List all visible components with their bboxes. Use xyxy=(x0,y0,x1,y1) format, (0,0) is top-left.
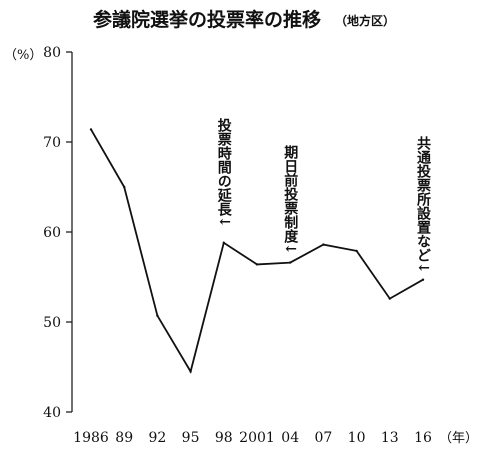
annotation-label: 投票時間の延長↓ xyxy=(216,118,233,228)
x-tick-label: 92 xyxy=(148,430,166,446)
y-tick-label: 80 xyxy=(43,45,61,61)
data-point xyxy=(255,263,259,266)
x-axis-ticks: 1986 89 92 95 98 2001 04 07 10 13 16 xyxy=(73,430,432,446)
data-point xyxy=(222,241,225,244)
x-tick-label: 16 xyxy=(414,430,432,446)
y-tick-label: 60 xyxy=(43,225,61,241)
annotations: 投票時間の延長↓ 期日前投票制度↓ 共通投票所設置など↓ xyxy=(216,118,431,274)
x-tick-label: 07 xyxy=(314,430,332,446)
data-point xyxy=(355,249,358,253)
data-point xyxy=(123,185,126,189)
chart-subtitle: （地方区） xyxy=(335,13,395,28)
y-tick-label: 50 xyxy=(43,315,61,331)
annotation-label: 共通投票所設置など↓ xyxy=(415,135,431,273)
series-line-group xyxy=(89,128,425,374)
y-axis-ticks: 40 50 60 70 80 xyxy=(43,45,72,421)
x-tick-label: 2001 xyxy=(239,430,275,446)
data-point xyxy=(421,278,425,281)
data-point xyxy=(289,261,292,264)
x-tick-label: 13 xyxy=(381,430,399,446)
x-tick-label: 04 xyxy=(281,430,299,446)
y-tick-label: 40 xyxy=(43,405,61,421)
data-point xyxy=(189,370,192,373)
y-tick-label: 70 xyxy=(43,135,61,151)
annotation-label: 期日前投票制度↓ xyxy=(282,145,298,255)
series-line xyxy=(90,128,424,374)
x-tick-label: 10 xyxy=(348,430,366,446)
x-tick-label: 89 xyxy=(115,430,133,446)
chart-title: 参議院選挙の投票率の推移 xyxy=(93,8,321,31)
y-axis-unit-label: （%） xyxy=(4,48,42,63)
x-axis-unit-label: （年） xyxy=(439,431,478,446)
data-point xyxy=(322,243,325,246)
data-point xyxy=(156,314,159,317)
x-tick-label: 1986 xyxy=(73,430,109,446)
data-point xyxy=(388,297,391,300)
x-tick-label: 95 xyxy=(182,430,200,446)
x-tick-label: 98 xyxy=(215,430,233,446)
data-point xyxy=(89,128,93,131)
